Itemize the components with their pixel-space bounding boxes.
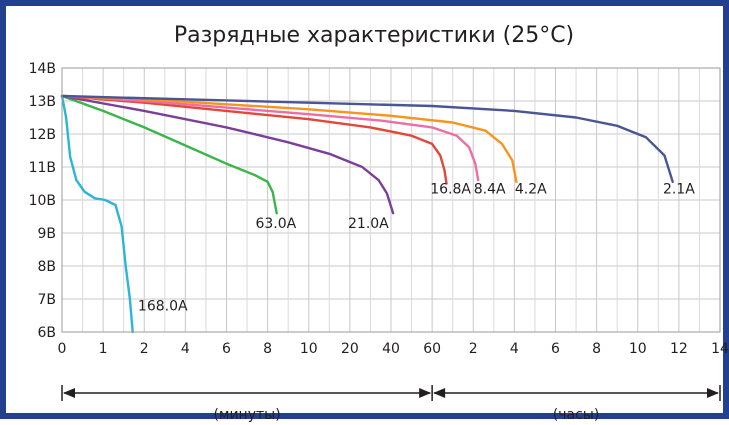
y-tick-label: 9B — [37, 226, 56, 242]
x-tick-label: 10 — [629, 341, 647, 357]
y-tick-label: 13B — [29, 94, 56, 110]
series-lines — [60, 94, 674, 334]
y-tick-label: 10B — [29, 193, 56, 209]
series-line — [60, 94, 278, 215]
unit-hours-label: (часы) — [553, 407, 600, 423]
series-line — [60, 94, 134, 334]
chart-canvas: Разрядные характеристики (25°C) 14B13B12… — [29, 23, 729, 423]
x-tick-label: 8 — [592, 341, 601, 357]
x-tick-label: 0 — [58, 341, 67, 357]
series-line — [60, 94, 480, 182]
range-indicator: (минуты) (часы) — [61, 385, 721, 423]
x-tick-label: 6 — [551, 341, 560, 357]
x-tick-label: 12 — [670, 341, 688, 357]
series-label: 8.4A — [474, 181, 506, 197]
plot-border — [61, 67, 721, 333]
series-label: 168.0A — [138, 299, 188, 315]
y-tick-label: 12B — [29, 127, 56, 143]
x-tick-label: 2 — [140, 341, 149, 357]
series-label: 4.2A — [515, 181, 547, 197]
y-tick-label: 14B — [29, 61, 56, 77]
x-tick-label: 6 — [222, 341, 231, 357]
y-tick-label: 7B — [37, 292, 56, 308]
arrowhead-right — [707, 388, 719, 398]
x-tick-label: 1 — [99, 341, 108, 357]
grid — [61, 67, 721, 333]
series-label: 16.8A — [430, 181, 471, 197]
x-tick-label: 8 — [263, 341, 272, 357]
x-tick-label: 2 — [469, 341, 478, 357]
chart-title: Разрядные характеристики (25°C) — [174, 23, 574, 48]
y-tick-label: 6B — [37, 325, 56, 341]
x-tick-label: 20 — [341, 341, 359, 357]
x-tick-label: 60 — [423, 341, 441, 357]
x-tick-label: 4 — [181, 341, 190, 357]
series-label: 2.1A — [663, 181, 695, 197]
x-tick-label: 10 — [300, 341, 318, 357]
series-label: 21.0A — [348, 216, 389, 232]
x-tick-label: 4 — [510, 341, 519, 357]
x-tick-label: 40 — [382, 341, 400, 357]
series-line — [60, 94, 674, 183]
arrowhead-hours-start — [433, 388, 446, 398]
x-tick-label: 14 — [711, 341, 729, 357]
series-label: 63.0A — [255, 216, 296, 232]
series-line — [60, 94, 518, 183]
unit-minutes-label: (минуты) — [213, 407, 280, 423]
arrowhead-minutes-end — [419, 388, 432, 398]
series-labels: 168.0A 63.0A 21.0A 16.8A 8.4A 4.2A 2.1A — [138, 181, 695, 314]
series-line — [60, 94, 395, 215]
y-tick-label: 11B — [29, 160, 56, 176]
series-line — [60, 94, 448, 185]
y-tick-label: 8B — [37, 259, 56, 275]
arrowhead-left — [63, 388, 75, 398]
